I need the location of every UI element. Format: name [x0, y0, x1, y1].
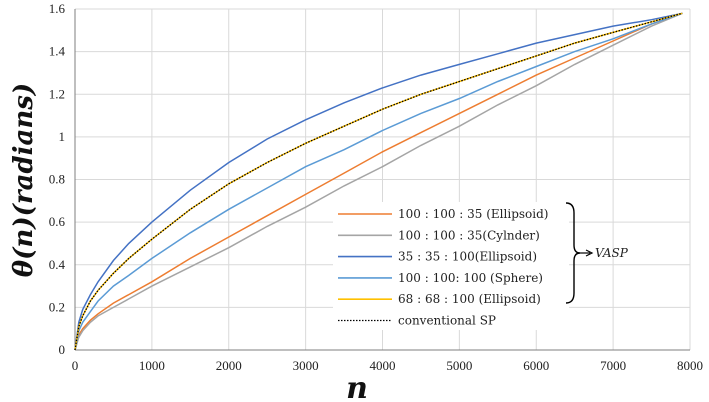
x-tick-label: 8000: [677, 358, 703, 373]
tick-labels: 0 0.2 0.4 0.6 0.8 1 1.2 1.4 1.6 0 1000 2000 3000 4000…: [49, 1, 703, 373]
series-line-4: [74, 12, 683, 351]
y-tick-label: 0.8: [49, 172, 65, 187]
legend-label: 100 : 100 : 35(Cylnder): [398, 228, 540, 242]
axes: [74, 9, 690, 351]
x-axis-title: n: [346, 371, 368, 402]
legend: 100 : 100 : 35 (Ellipsoid) 100 : 100 : 35…: [333, 202, 629, 330]
series-line-1: [74, 12, 683, 351]
y-tick-label: 1.6: [49, 1, 66, 16]
x-tick-label: 5000: [446, 358, 472, 373]
legend-label: 100 : 100: 100 (Sphere): [398, 271, 543, 285]
legend-label: 35 : 35 : 100(Ellipsoid): [398, 250, 537, 264]
legend-label: conventional SP: [398, 314, 496, 328]
series-line-6: [74, 12, 683, 351]
legend-background: [333, 202, 569, 330]
y-tick-label: 0.4: [49, 257, 66, 272]
legend-brace-arrowhead: [585, 249, 594, 257]
x-tick-label: 1000: [139, 358, 165, 373]
x-tick-label: 0: [72, 358, 79, 373]
legend-group-label: VASP: [595, 246, 629, 260]
y-tick-label: 0: [59, 342, 66, 357]
y-tick-label: 0.6: [49, 214, 66, 229]
y-tick-label: 1: [59, 129, 66, 144]
y-tick-label: 1.2: [49, 86, 65, 101]
legend-label: 100 : 100 : 35 (Ellipsoid): [398, 207, 548, 221]
x-tick-label: 6000: [523, 358, 549, 373]
x-tick-label: 3000: [293, 358, 319, 373]
legend-label: 68 : 68 : 100 (Ellipsoid): [398, 292, 541, 306]
series-line-3: [74, 12, 683, 351]
series-line-2: [74, 12, 683, 351]
y-tick-label: 0.2: [49, 299, 65, 314]
y-axis-title: θ(n)(radians): [9, 83, 39, 277]
x-tick-label: 7000: [600, 358, 626, 373]
y-tick-label: 1.4: [49, 44, 66, 59]
x-tick-label: 4000: [370, 358, 396, 373]
x-tick-label: 2000: [216, 358, 242, 373]
series-lines: [74, 12, 683, 351]
